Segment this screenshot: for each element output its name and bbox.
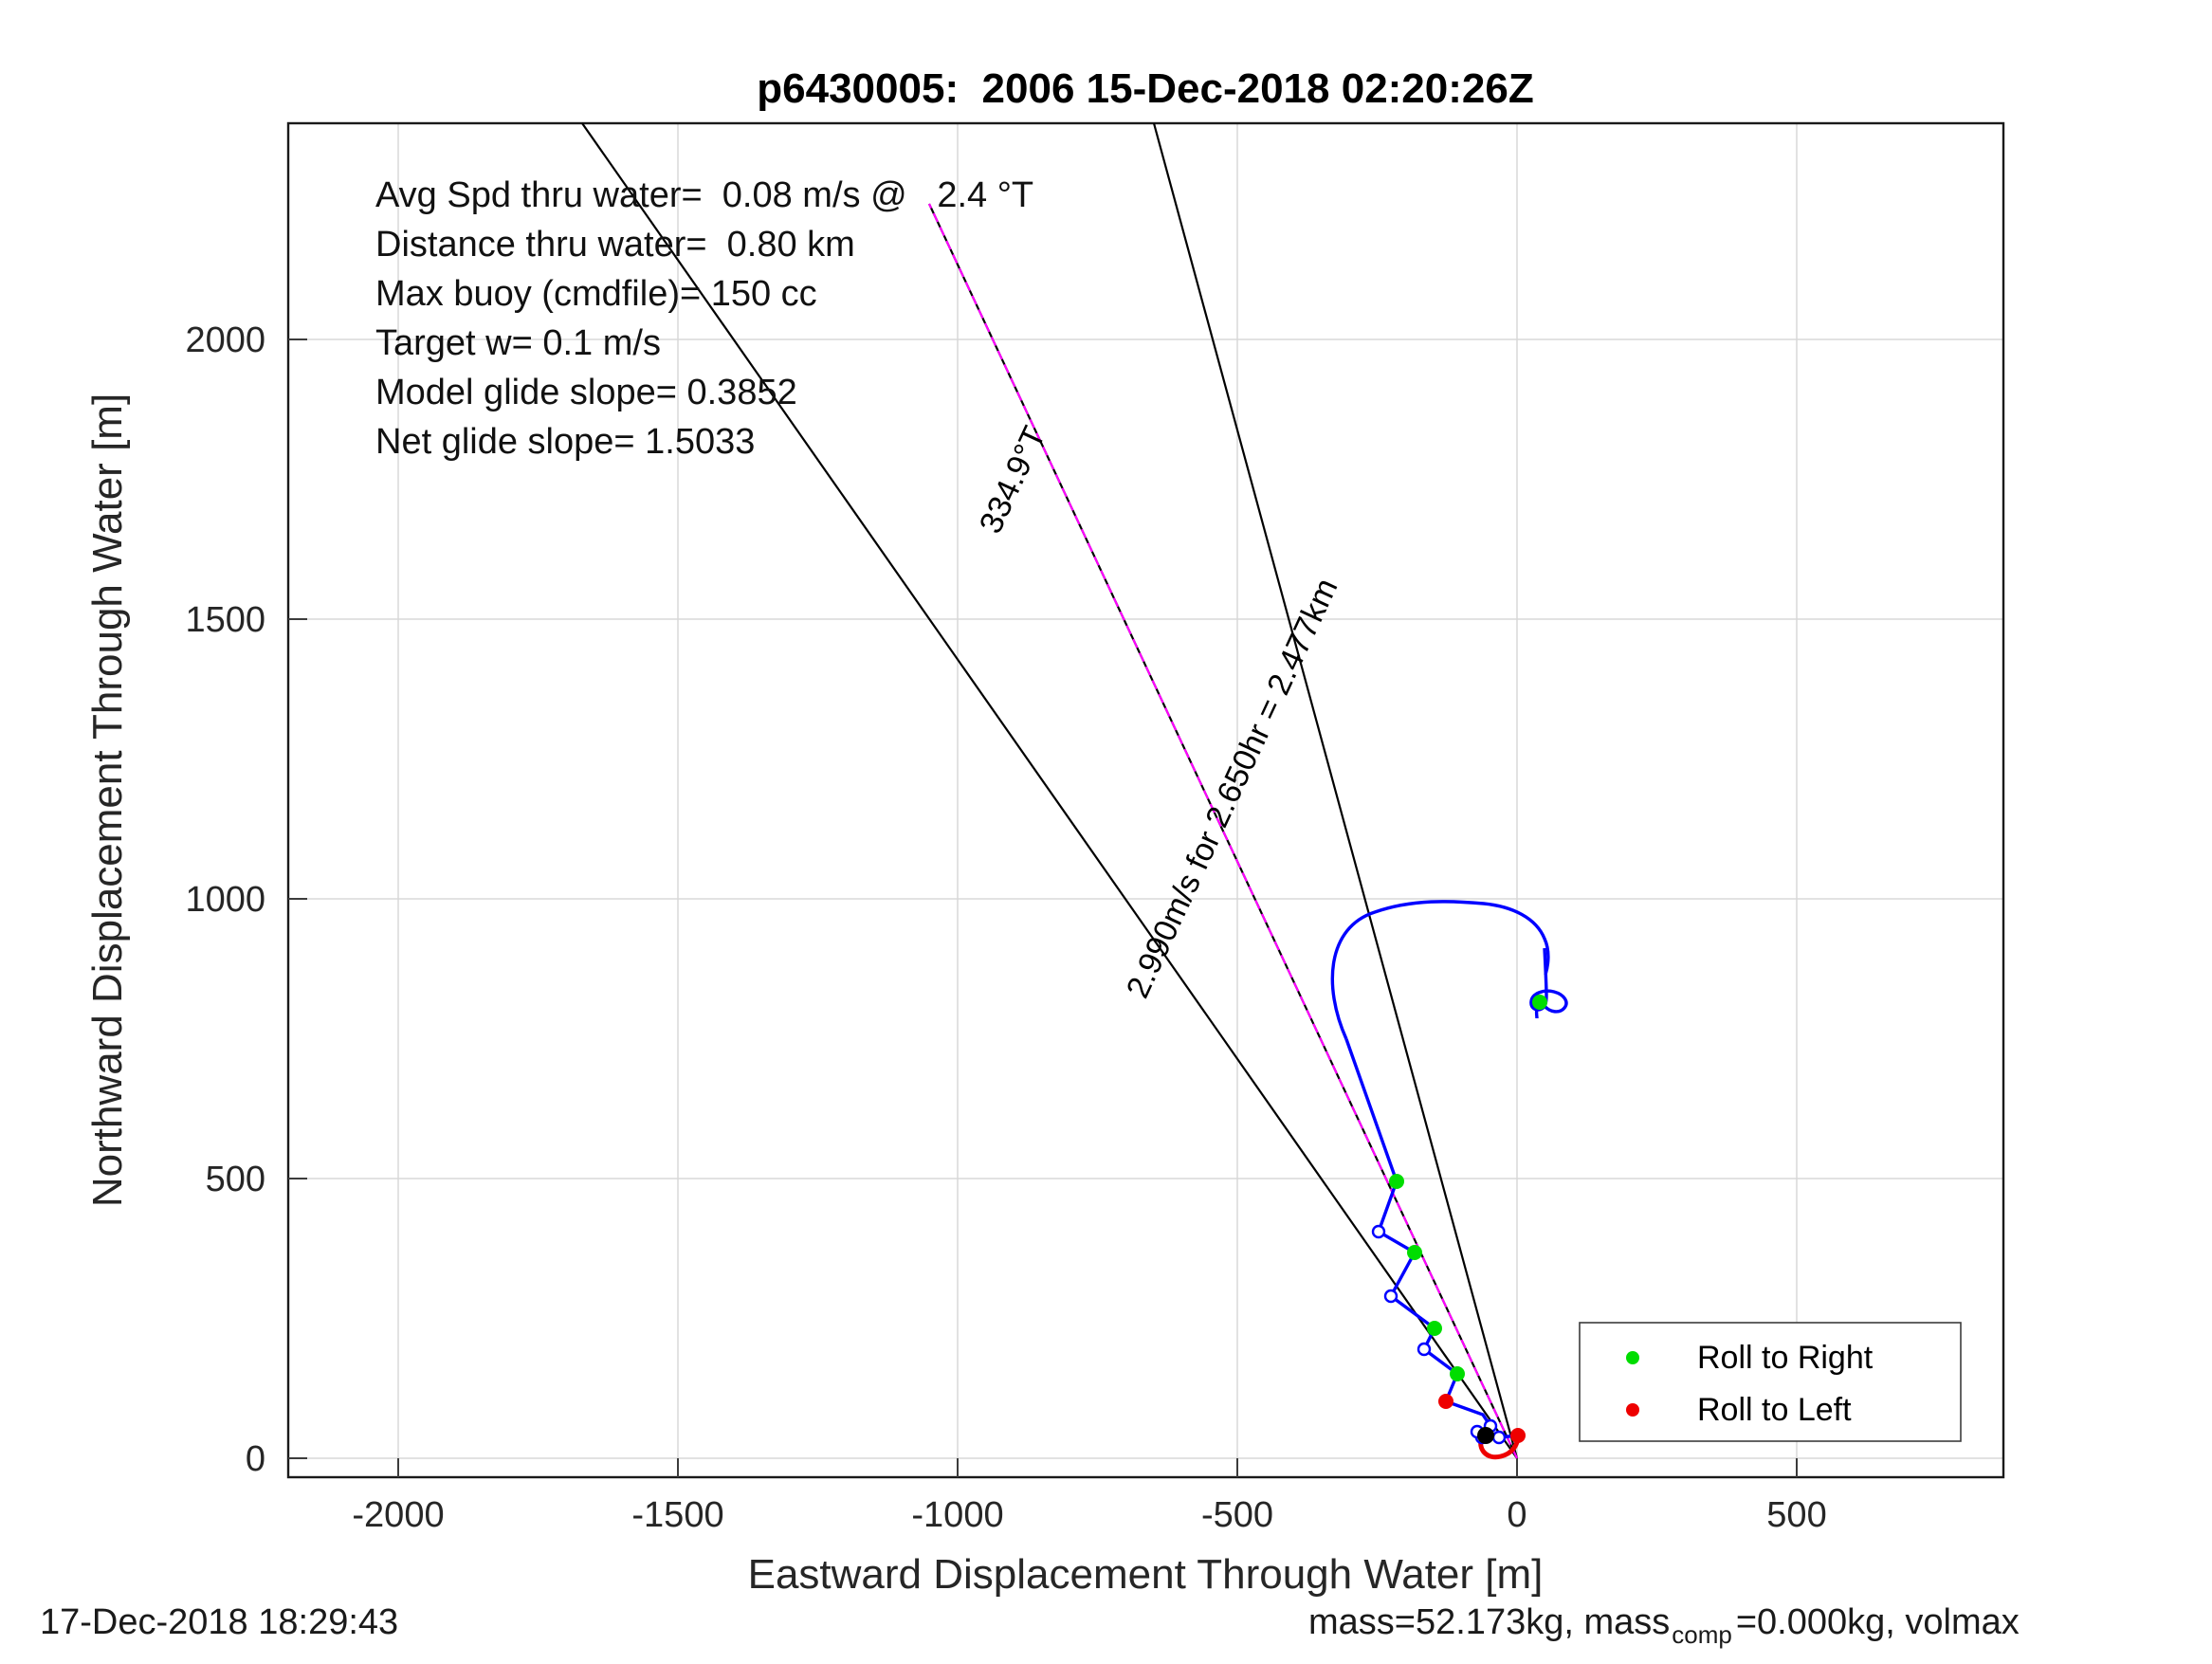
svg-text:500: 500 [206,1160,265,1199]
svg-text:0: 0 [246,1439,265,1479]
svg-text:Roll to Right: Roll to Right [1697,1340,1874,1376]
svg-text:500: 500 [1766,1495,1826,1535]
svg-text:2.990m/s for 2.650hr = 2.477km: 2.990m/s for 2.650hr = 2.477km [1120,573,1345,1003]
svg-text:-2000: -2000 [352,1495,444,1535]
svg-text:-500: -500 [1201,1495,1273,1535]
svg-text:Distance thru water= 0.80 km: Distance thru water= 0.80 km [375,225,855,265]
svg-text:Target w= 0.1 m/s: Target w= 0.1 m/s [375,323,661,363]
svg-text:334.9°T: 334.9°T [973,421,1053,539]
svg-text:Net glide slope= 1.5033: Net glide slope= 1.5033 [375,422,755,462]
svg-text:Roll to Left: Roll to Left [1697,1392,1852,1428]
svg-text:Avg Spd thru water= 0.08 m/s: Avg Spd thru water= 0.08 m/s @ 2.4 °T [375,175,1033,215]
svg-text:1000: 1000 [185,880,265,920]
svg-text:1500: 1500 [185,600,265,640]
svg-text:Eastward Displacement Through: Eastward Displacement Through Water [m] [748,1551,1544,1598]
svg-text:Model glide slope= 0.3852: Model glide slope= 0.3852 [375,373,797,412]
svg-text:2000: 2000 [185,320,265,360]
svg-text:mass=52.173kg, masscomp=0.000k: mass=52.173kg, masscomp =0.000kg, volmax [1308,1602,2020,1649]
svg-text:Max buoy (cmdfile)= 150 cc: Max buoy (cmdfile)= 150 cc [375,274,817,314]
svg-text:0: 0 [1507,1495,1526,1535]
svg-text:17-Dec-2018 18:29:43: 17-Dec-2018 18:29:43 [40,1602,398,1642]
svg-text:-1500: -1500 [631,1495,723,1535]
svg-text:p6430005: 2006 15-Dec-2018 02: p6430005: 2006 15-Dec-2018 02:20:26Z [757,65,1533,112]
svg-text:-1000: -1000 [911,1495,1003,1535]
svg-text:Northward Displacement Through: Northward Displacement Through Water [m] [84,393,131,1207]
